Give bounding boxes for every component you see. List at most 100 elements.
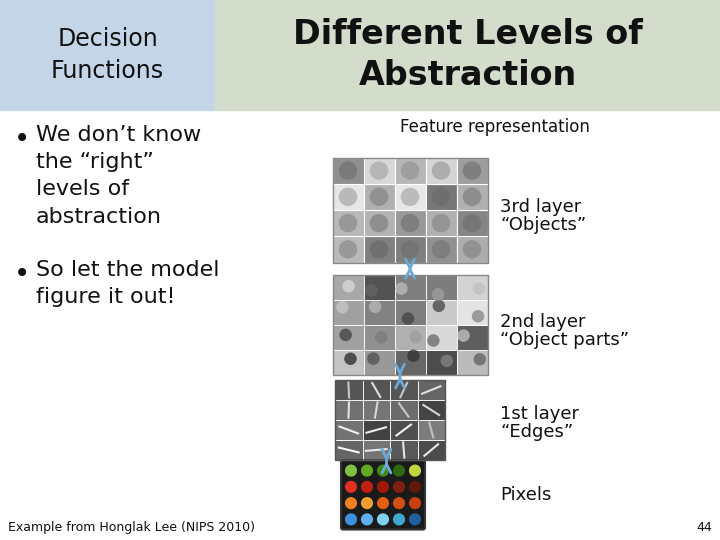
Text: •: • bbox=[14, 125, 30, 153]
Bar bbox=[364, 184, 395, 210]
Circle shape bbox=[402, 312, 414, 325]
Bar bbox=[426, 237, 456, 262]
Bar bbox=[0, 110, 720, 540]
Circle shape bbox=[427, 334, 440, 347]
Bar bbox=[364, 158, 395, 184]
Bar bbox=[390, 420, 418, 440]
Circle shape bbox=[339, 329, 352, 341]
Circle shape bbox=[336, 301, 348, 313]
Circle shape bbox=[473, 282, 485, 295]
Bar bbox=[395, 275, 426, 300]
Ellipse shape bbox=[338, 214, 357, 232]
Circle shape bbox=[409, 497, 421, 509]
Text: 1st layer: 1st layer bbox=[500, 405, 579, 423]
Circle shape bbox=[393, 497, 405, 509]
Bar bbox=[362, 380, 390, 400]
Circle shape bbox=[474, 353, 486, 366]
Circle shape bbox=[433, 300, 445, 312]
Ellipse shape bbox=[432, 188, 450, 206]
Bar bbox=[362, 420, 390, 440]
Ellipse shape bbox=[369, 214, 388, 232]
Circle shape bbox=[393, 514, 405, 525]
Ellipse shape bbox=[463, 161, 481, 180]
Ellipse shape bbox=[401, 188, 419, 206]
Bar bbox=[426, 350, 456, 375]
Bar bbox=[333, 158, 364, 184]
Bar bbox=[0, 0, 215, 110]
Bar bbox=[335, 380, 362, 400]
Text: “Object parts”: “Object parts” bbox=[500, 331, 629, 349]
Bar bbox=[390, 440, 418, 460]
Bar bbox=[364, 325, 395, 350]
Bar bbox=[426, 184, 456, 210]
Bar bbox=[333, 210, 364, 237]
Bar bbox=[418, 380, 445, 400]
Ellipse shape bbox=[463, 214, 481, 232]
Ellipse shape bbox=[432, 214, 450, 232]
Circle shape bbox=[441, 355, 453, 367]
Ellipse shape bbox=[369, 161, 388, 180]
Text: 44: 44 bbox=[696, 521, 712, 534]
Bar bbox=[395, 325, 426, 350]
Bar bbox=[418, 400, 445, 420]
Circle shape bbox=[410, 331, 422, 343]
Bar bbox=[456, 300, 487, 325]
Circle shape bbox=[345, 481, 357, 493]
Ellipse shape bbox=[401, 240, 419, 259]
Circle shape bbox=[377, 497, 389, 509]
Circle shape bbox=[365, 284, 377, 296]
Circle shape bbox=[361, 514, 373, 525]
Bar bbox=[395, 158, 426, 184]
Bar bbox=[456, 325, 487, 350]
Bar bbox=[362, 440, 390, 460]
Bar bbox=[456, 158, 487, 184]
Bar bbox=[456, 275, 487, 300]
Text: So let the model
figure it out!: So let the model figure it out! bbox=[36, 260, 220, 307]
Circle shape bbox=[395, 282, 408, 295]
Text: Feature representation: Feature representation bbox=[400, 118, 590, 136]
Bar bbox=[335, 400, 362, 420]
Bar bbox=[335, 380, 445, 460]
Circle shape bbox=[409, 481, 421, 493]
Bar bbox=[395, 300, 426, 325]
Circle shape bbox=[457, 329, 470, 342]
Circle shape bbox=[361, 497, 373, 509]
Circle shape bbox=[377, 481, 389, 493]
Bar bbox=[418, 420, 445, 440]
Text: Example from Honglak Lee (NIPS 2010): Example from Honglak Lee (NIPS 2010) bbox=[8, 521, 255, 534]
Circle shape bbox=[343, 280, 355, 292]
Bar bbox=[364, 237, 395, 262]
Bar bbox=[333, 300, 364, 325]
Bar bbox=[426, 325, 456, 350]
Bar bbox=[333, 184, 364, 210]
Bar bbox=[364, 275, 395, 300]
Bar bbox=[364, 300, 395, 325]
Text: Different Levels of
Abstraction: Different Levels of Abstraction bbox=[292, 18, 642, 92]
Ellipse shape bbox=[338, 188, 357, 206]
Bar bbox=[426, 300, 456, 325]
Text: •: • bbox=[14, 260, 30, 288]
Bar bbox=[335, 440, 362, 460]
Text: “Edges”: “Edges” bbox=[500, 423, 573, 441]
Circle shape bbox=[345, 497, 357, 509]
Bar bbox=[333, 237, 364, 262]
Bar bbox=[390, 400, 418, 420]
Bar bbox=[395, 210, 426, 237]
Bar bbox=[364, 350, 395, 375]
Bar bbox=[395, 237, 426, 262]
Ellipse shape bbox=[338, 161, 357, 180]
Circle shape bbox=[409, 514, 421, 525]
Bar bbox=[456, 350, 487, 375]
FancyBboxPatch shape bbox=[341, 461, 425, 530]
Ellipse shape bbox=[463, 188, 481, 206]
Bar bbox=[426, 210, 456, 237]
Bar bbox=[390, 380, 418, 400]
Text: Pixels: Pixels bbox=[500, 486, 552, 504]
Circle shape bbox=[472, 310, 485, 322]
Circle shape bbox=[367, 352, 379, 365]
Bar bbox=[333, 275, 364, 300]
Ellipse shape bbox=[432, 161, 450, 180]
Circle shape bbox=[409, 464, 421, 477]
Circle shape bbox=[345, 464, 357, 477]
Bar bbox=[333, 350, 364, 375]
